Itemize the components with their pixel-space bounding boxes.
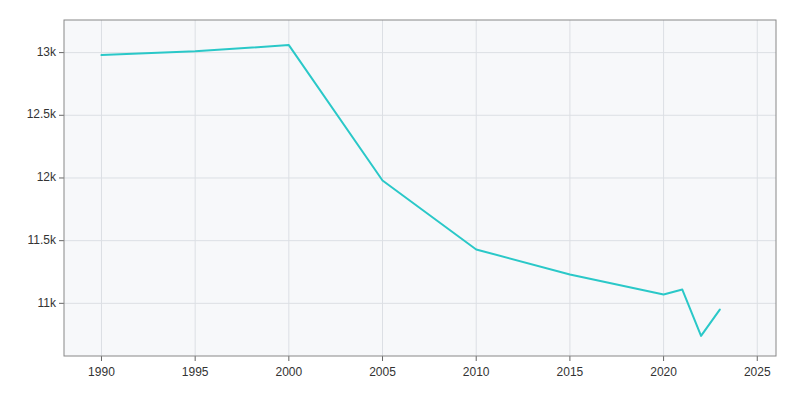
plot-frame bbox=[64, 20, 776, 356]
x-grid-line bbox=[101, 20, 102, 356]
x-grid-line bbox=[195, 20, 196, 356]
chart: 11k 11.5k 12k 12.5k 13k 1990 1995 2000 2005 2010 2… bbox=[0, 0, 800, 400]
axes: 11k 11.5k 12k 12.5k 13k 1990 1995 2000 2005 2010 2… bbox=[27, 45, 771, 379]
x-grid-line bbox=[757, 20, 758, 356]
x-tick bbox=[476, 356, 477, 361]
x-grid-line bbox=[288, 20, 289, 356]
data-layer bbox=[101, 45, 719, 336]
x-tick-label: 2020 bbox=[650, 365, 677, 379]
x-tick bbox=[663, 356, 664, 361]
y-tick bbox=[59, 52, 64, 53]
x-tick bbox=[382, 356, 383, 361]
y-tick-label: 12k bbox=[37, 170, 57, 184]
y-tick bbox=[59, 115, 64, 116]
x-tick bbox=[288, 356, 289, 361]
x-tick-label: 2000 bbox=[275, 365, 302, 379]
y-tick bbox=[59, 177, 64, 178]
x-grid-line bbox=[663, 20, 664, 356]
plot-background bbox=[64, 20, 776, 356]
y-tick-label: 11k bbox=[38, 296, 57, 310]
x-tick bbox=[569, 356, 570, 361]
y-tick-label: 12.5k bbox=[27, 107, 57, 121]
x-grid-line bbox=[476, 20, 477, 356]
y-tick bbox=[59, 240, 64, 241]
x-tick-label: 1995 bbox=[182, 365, 209, 379]
x-tick-label: 2010 bbox=[463, 365, 490, 379]
x-tick-label: 2015 bbox=[557, 365, 584, 379]
y-tick-label: 13k bbox=[37, 45, 57, 59]
x-grid-line bbox=[569, 20, 570, 356]
x-tick-label: 2025 bbox=[744, 365, 771, 379]
x-tick-label: 1990 bbox=[88, 365, 115, 379]
x-grid-line bbox=[382, 20, 383, 356]
x-tick bbox=[195, 356, 196, 361]
y-grid-line bbox=[64, 240, 776, 241]
y-tick bbox=[59, 303, 64, 304]
grid bbox=[64, 20, 776, 356]
x-tick-label: 2005 bbox=[369, 365, 396, 379]
y-grid-line bbox=[64, 303, 776, 304]
data-line bbox=[101, 45, 719, 336]
x-tick bbox=[101, 356, 102, 361]
x-tick bbox=[757, 356, 758, 361]
chart-container: 11k 11.5k 12k 12.5k 13k 1990 1995 2000 2005 2010 2… bbox=[0, 0, 800, 400]
y-grid-line bbox=[64, 115, 776, 116]
y-tick-label: 11.5k bbox=[28, 233, 57, 247]
y-grid-line bbox=[64, 177, 776, 178]
